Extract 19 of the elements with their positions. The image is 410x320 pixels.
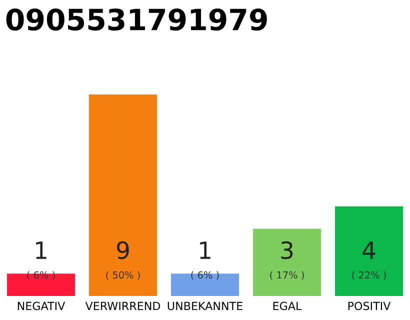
bar xyxy=(252,228,322,296)
data-label: 3 xyxy=(281,241,293,260)
data-label: 4 xyxy=(362,242,376,259)
data-label: 1 xyxy=(36,242,46,259)
annotation: ( 6% ) xyxy=(27,271,55,280)
annotation: ( 50% ) xyxy=(106,271,140,280)
x-tick-label: VERWIRREND xyxy=(85,302,160,310)
bar xyxy=(334,206,404,296)
annotation: ( 6% ) xyxy=(191,271,219,280)
data-label: 1 xyxy=(200,242,210,259)
x-tick-label: POSITIV xyxy=(348,302,391,310)
annotation: ( 17% ) xyxy=(270,271,304,280)
annotation: ( 22% ) xyxy=(352,271,386,280)
data-label: 9 xyxy=(116,241,129,260)
bar xyxy=(88,94,158,296)
x-tick-label: EGAL xyxy=(273,302,302,310)
x-tick-label: UNBEKANNTE xyxy=(168,302,242,310)
chart-title: 0905531791979 xyxy=(6,8,267,31)
x-tick-label: NEGATIV xyxy=(18,302,66,310)
